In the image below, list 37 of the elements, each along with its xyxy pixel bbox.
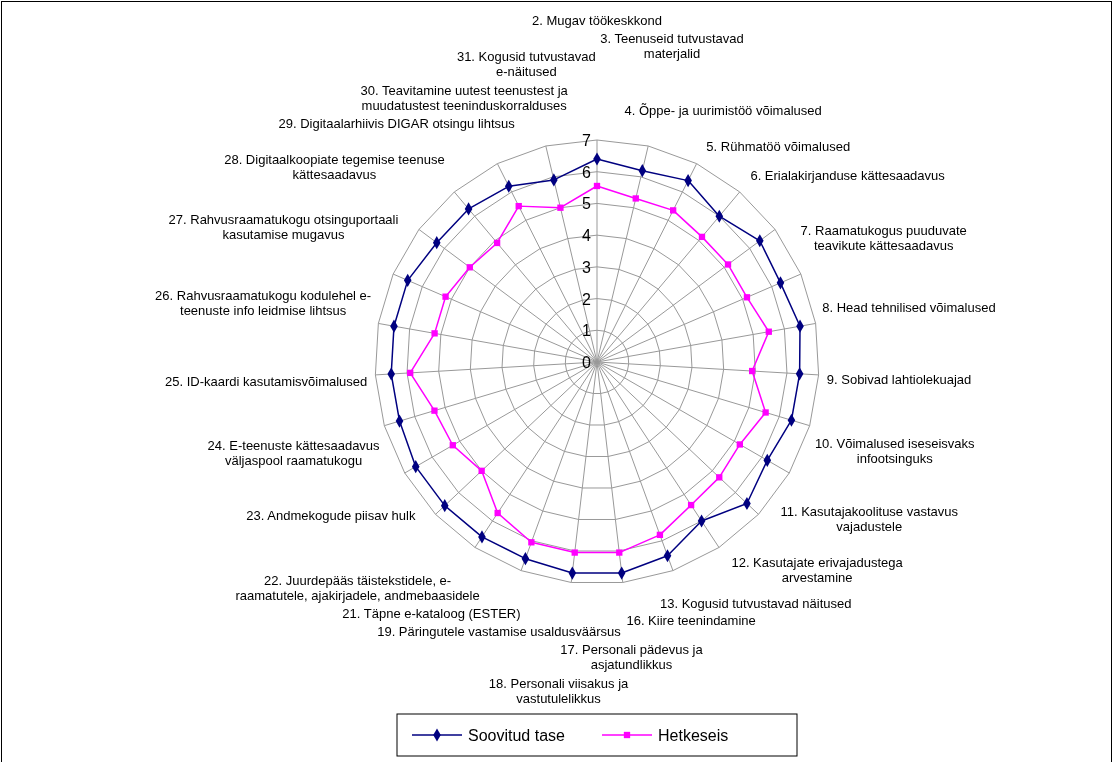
spoke-label: 25. ID-kaardi kasutamisvõimalused xyxy=(164,373,368,389)
spoke-label: 21. Täpne e-kataloog (ESTER) xyxy=(342,606,521,622)
spoke-label: 28. Digitaalkoopiate tegemise teenuse kättesaadavus xyxy=(224,151,445,182)
spoke-label: 24. E-teenuste kättesaadavus väljaspool raamatukogu xyxy=(207,437,381,468)
spoke-label: 23. Andmekogude piisav hulk xyxy=(246,508,416,524)
y-tick-label: 4 xyxy=(582,227,592,245)
spoke-label: 26. Rahvusraamatukogu kodulehel e- teenuste info leidmise lihtsus xyxy=(155,288,372,319)
y-tick-label: 5 xyxy=(582,195,592,213)
spoke-label: 6. Erialakirjanduse kättesaadavus xyxy=(750,167,946,183)
spoke-label: 19. Päringutele vastamise usaldusväärsus xyxy=(377,623,622,639)
spoke-label: 16. Kiire teenindamine xyxy=(626,613,756,629)
spoke-label: 17. Personali pädevus ja asjatundlikkus xyxy=(560,642,704,673)
legend-label: Soovitud tase xyxy=(468,727,566,744)
spoke-label: 3. Teenuseid tutvustavad materjalid xyxy=(600,30,744,61)
y-tick-label: 0 xyxy=(582,354,592,371)
y-tick-label: 2 xyxy=(582,290,592,308)
spoke-label: 9. Sobivad lahtiolekuajad xyxy=(826,372,972,388)
y-tick-label: 6 xyxy=(582,163,592,181)
spoke-label: 10. Võimalused iseseisvaks infootsinguks xyxy=(814,436,976,467)
spoke-label: 27. Rahvusraamatukogu otsinguportaali kasutamise mugavus xyxy=(168,211,399,242)
spoke-label: 13. Kogusid tutvustavad näitused xyxy=(659,595,852,611)
spoke-label: 8. Head tehnilised võimalused xyxy=(822,299,996,315)
spoke-label: 31. Kogusid tutvustavad e-näitused xyxy=(456,48,596,79)
spoke-label: 7. Raamatukogus puuduvate teavikute kättesaadavus xyxy=(800,223,967,254)
spoke-label: 11. Kasutajakoolituse vastavus vajadustele xyxy=(780,504,959,535)
spoke-label: 30. Teavitamine uutest teenustest ja muudatustest teeninduskorralduses xyxy=(360,82,569,113)
spoke-label: 29. Digitaalarhiivis DIGAR otsingu lihtsus xyxy=(278,115,516,131)
spoke-label: 12. Kasutajate erivajadustega arvestamine xyxy=(731,554,904,585)
y-tick-label: 1 xyxy=(582,322,592,340)
spoke-label: 22. Juurdepääs täistekstidele, e- raamatutele, ajakirjadele, andmebaasidele xyxy=(235,572,480,603)
spoke-label: 18. Personali viisakus ja vastutulelikkus xyxy=(488,675,630,706)
legend-label: Hetkeseis xyxy=(658,727,729,744)
spoke-label: 5. Rühmatöö võimalused xyxy=(706,138,851,154)
y-tick-label: 7 xyxy=(582,132,592,149)
spoke-label: 2. Mugav töökeskkond xyxy=(531,13,663,28)
spoke-label: 4. Õppe- ja uurimistöö võimalused xyxy=(624,103,822,119)
y-tick-label: 3 xyxy=(582,258,592,276)
